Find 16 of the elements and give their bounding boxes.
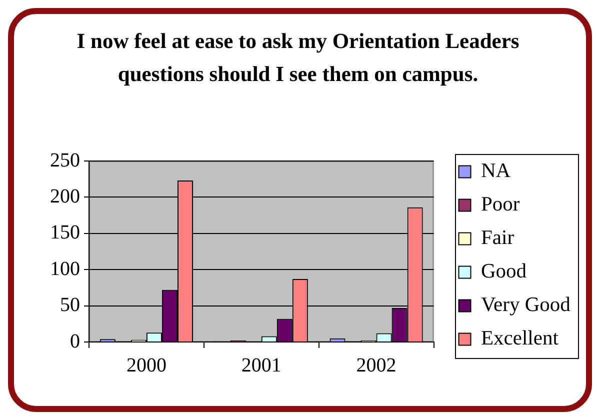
y-tick-label: 150: [50, 222, 80, 244]
x-tick-label: 2002: [356, 354, 396, 376]
legend-label: Excellent: [481, 328, 559, 350]
x-tick-label: 2001: [241, 354, 282, 376]
y-tick-label: 0: [70, 330, 80, 352]
x-tick-label: 2000: [126, 354, 166, 376]
y-tick-label: 100: [50, 258, 80, 280]
chart-title: I now feel at ease to ask my Orientation Leaders questions should I see them on campus.: [76, 28, 520, 88]
legend-label: NA: [481, 160, 511, 182]
legend-label: Good: [481, 260, 527, 283]
legend-label: Very Good: [481, 294, 570, 316]
y-tick-label: 250: [50, 149, 80, 172]
y-tick-label: 200: [50, 185, 80, 208]
legend-label: Fair: [481, 227, 514, 250]
legend-label: Poor: [481, 194, 520, 216]
y-tick-label: 50: [60, 294, 80, 316]
